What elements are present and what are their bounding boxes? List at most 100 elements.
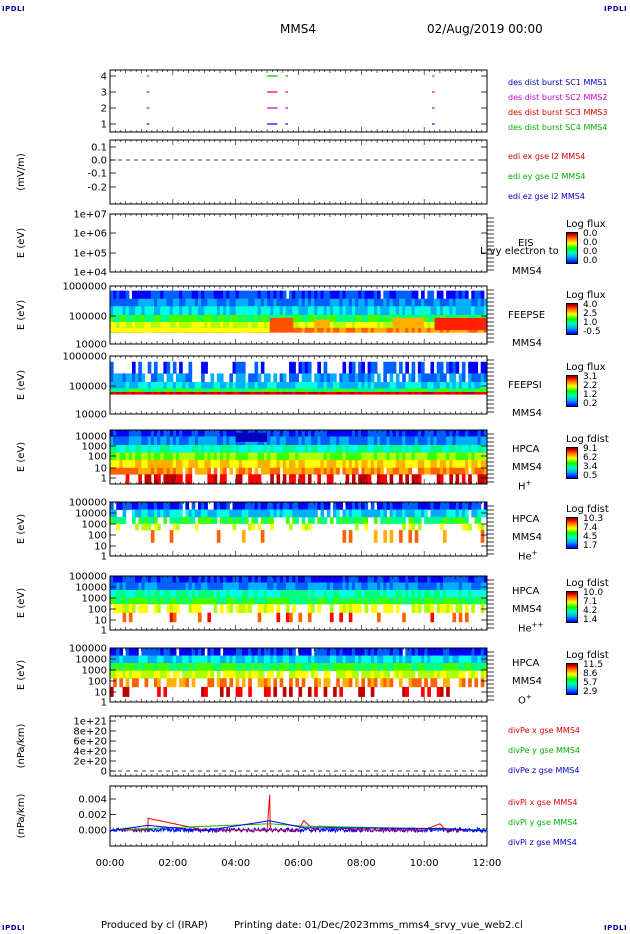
hpca-o-cb-tick: 11.5 <box>583 660 604 670</box>
feepsi-colorbar <box>566 375 578 407</box>
hpca-he-cb-tick: 10.3 <box>583 514 604 524</box>
hpca-o-tick: 10000 <box>75 655 107 666</box>
feepse-cb-tick: 4.0 <box>583 300 598 310</box>
hpca-o-tick: 100000 <box>69 644 107 655</box>
time-tick-label: 06:00 <box>284 858 313 869</box>
divpi-point <box>147 829 149 831</box>
feepsi-cb-tick: 2.2 <box>583 381 598 391</box>
feepsi-spacecraft-label: MMS4 <box>512 408 542 419</box>
hpca-hepp-tick: 100000 <box>69 572 107 583</box>
divpe-tick: 1e+21 <box>73 717 107 728</box>
hpca-hepp-species-label: He++ <box>518 621 544 635</box>
hpca-h-tick: 1 <box>101 474 107 485</box>
hpca-h-cb-tick: 9.1 <box>583 444 598 454</box>
burst-legend-2: des dist burst SC2 MMS2 <box>508 93 608 102</box>
divpi-point <box>303 820 305 822</box>
hpca-h-tick: 1000 <box>82 442 107 453</box>
hpca-h-tick: 100 <box>88 452 107 463</box>
divpi-point <box>444 829 446 831</box>
eis-instrument-label: EIS <box>518 238 534 249</box>
hpca-hepp-tick: 1000 <box>82 594 107 605</box>
edi-panel-frame <box>109 139 488 205</box>
corner-mark: IPDLI <box>604 5 628 13</box>
eis-tick: 1e+05 <box>73 249 107 260</box>
divpi-tick: 0.002 <box>78 810 107 821</box>
hpca-he-instrument-label: HPCA <box>512 514 540 525</box>
hpca-he-cb-title: Log fdist <box>566 504 609 515</box>
divpi-point <box>313 829 315 831</box>
hpca-he-tick: 1 <box>101 552 107 563</box>
divpe-tick: 0 <box>101 767 107 778</box>
eis-tick: 1e+07 <box>73 210 107 221</box>
eis-tick: 1e+06 <box>73 229 107 240</box>
time-tick-label: 12:00 <box>473 858 502 869</box>
divpe-tick: 8e+20 <box>73 727 107 738</box>
feepse-colorbar <box>566 303 578 335</box>
feepse-cb-title: Log flux <box>566 290 606 301</box>
hpca-h-tick: 10 <box>94 464 107 475</box>
hpca-o-cb-tick: 2.9 <box>583 687 598 697</box>
hpca-hepp-tick: 1 <box>101 626 107 637</box>
burst-legend-4: des dist burst SC4 MMS4 <box>508 123 608 132</box>
hpca-o-instrument-label: HPCA <box>512 658 540 669</box>
divpi-point <box>423 829 425 831</box>
feepse-instrument-label: FEEPSE <box>508 310 546 321</box>
divpi-point <box>303 825 305 827</box>
divpi-point <box>303 827 305 829</box>
divpi-point <box>109 830 111 832</box>
hpca-h-colorbar <box>566 447 578 479</box>
burst-tick: 2 <box>101 104 107 115</box>
hpca-hepp-cb-title: Log fdist <box>566 578 609 589</box>
hpca-he-tick: 10 <box>94 542 107 553</box>
hpca-o-colorbar <box>566 663 578 695</box>
divpi-legend-2: divPi y gse MMS4 <box>508 818 578 827</box>
time-tick-label: 08:00 <box>347 858 376 869</box>
edi-legend-2: edi ey gse l2 MMS4 <box>508 172 586 181</box>
hpca-he-cb-tick: 1.7 <box>583 541 598 551</box>
hpca-he-tick: 100000 <box>69 498 107 509</box>
divpi-panel-frame <box>109 785 488 847</box>
divpi-point <box>269 823 271 825</box>
eis-cb-tick: 0.0 <box>583 229 598 239</box>
hpca-h-tick: 10000 <box>75 432 107 443</box>
divpi-point <box>147 817 149 819</box>
hpca-o-cb-tick: 5.7 <box>583 678 598 688</box>
footer-produced-by: Produced by cl (IRAP) <box>101 920 208 931</box>
hpca-he-tick: 10000 <box>75 509 107 520</box>
hpca-hepp-tick: 10 <box>94 616 107 627</box>
eis-ylabel: E (eV) <box>16 228 27 258</box>
hpca-hepp-tick: 100 <box>88 605 107 616</box>
footer-printing-date: Printing date: 01/Dec/2023 <box>234 920 370 931</box>
hpca-he-ylabel: E (eV) <box>16 514 27 544</box>
hpca-h-cb-title: Log fdist <box>566 434 609 445</box>
divpi-point <box>486 830 488 832</box>
divpi-point <box>269 821 271 823</box>
hpca-o-spacecraft-label: MMS4 <box>512 676 542 687</box>
divpe-panel-frame <box>109 715 488 777</box>
divpi-ylabel: (nPa/km) <box>16 794 27 839</box>
hpca-h-spectrogram <box>110 430 488 485</box>
divpi-legend-1: divPi x gse MMS4 <box>508 798 578 807</box>
burst-tick: 1 <box>101 120 107 131</box>
hpca-o-species-label: O+ <box>518 693 532 707</box>
burst-tick: 3 <box>101 88 107 99</box>
corner-mark: IPDLI <box>2 5 26 13</box>
edi-legend-3: edi ez gse l2 MMS4 <box>508 192 585 201</box>
eis-tick: 1e+04 <box>73 268 107 279</box>
hpca-hepp-spectrogram <box>110 576 488 623</box>
hpca-he-cb-tick: 4.5 <box>583 532 598 542</box>
eis-overlay-label: Lrvy electron to <box>480 246 559 257</box>
time-tick-label: 04:00 <box>221 858 250 869</box>
hpca-h-cb-tick: 3.4 <box>583 462 598 472</box>
hpca-h-spacecraft-label: MMS4 <box>512 462 542 473</box>
eis-cb-tick: 0.0 <box>583 247 598 257</box>
feepse-cb-tick: -0.5 <box>583 327 601 337</box>
hpca-hepp-instrument-label: HPCA <box>512 586 540 597</box>
eis-cb-tick: 0.0 <box>583 238 598 248</box>
divpe-legend-2: divPe y gse MMS4 <box>508 746 580 755</box>
feepse-tick: 100000 <box>69 312 107 323</box>
divpi-point <box>203 830 205 832</box>
feepsi-cb-tick: 0.2 <box>583 399 598 409</box>
eis-panel-frame <box>109 213 488 273</box>
